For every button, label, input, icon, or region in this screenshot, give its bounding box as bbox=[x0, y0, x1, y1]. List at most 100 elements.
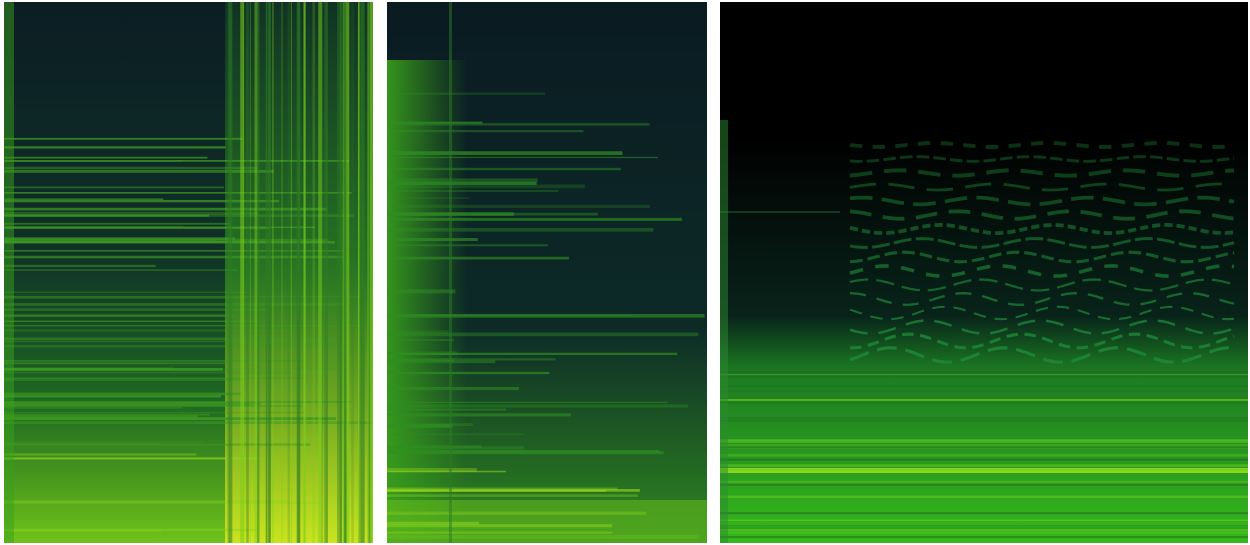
spectrogram-3 bbox=[720, 2, 1248, 543]
texture bbox=[387, 446, 524, 449]
texture bbox=[387, 404, 688, 407]
spectrogram-1 bbox=[4, 2, 373, 543]
texture bbox=[243, 2, 244, 543]
spectrogram-2 bbox=[387, 2, 707, 543]
texture bbox=[4, 414, 210, 416]
texture bbox=[4, 393, 242, 396]
texture bbox=[387, 358, 556, 360]
texture bbox=[387, 360, 495, 363]
texture bbox=[4, 338, 336, 341]
texture bbox=[387, 244, 548, 246]
texture bbox=[387, 205, 650, 208]
texture bbox=[387, 228, 653, 232]
texture bbox=[387, 500, 707, 543]
texture bbox=[4, 138, 243, 140]
texture bbox=[4, 395, 221, 397]
texture bbox=[4, 186, 224, 188]
texture bbox=[720, 527, 1248, 529]
texture bbox=[351, 2, 353, 543]
texture bbox=[387, 402, 668, 403]
texture bbox=[272, 2, 273, 543]
texture bbox=[4, 198, 163, 200]
texture bbox=[304, 2, 305, 543]
texture bbox=[4, 368, 223, 371]
texture bbox=[387, 353, 677, 355]
texture bbox=[720, 420, 1248, 422]
texture bbox=[4, 170, 273, 173]
texture bbox=[387, 168, 621, 170]
texture bbox=[387, 372, 549, 374]
texture bbox=[720, 512, 1248, 514]
texture bbox=[4, 325, 364, 326]
texture bbox=[4, 441, 204, 442]
texture bbox=[4, 415, 198, 418]
texture bbox=[720, 496, 1248, 498]
texture bbox=[4, 530, 161, 532]
spectrogram-panels bbox=[0, 0, 1250, 545]
texture bbox=[720, 439, 1248, 441]
texture bbox=[387, 213, 598, 216]
texture bbox=[720, 211, 840, 213]
texture bbox=[720, 459, 1248, 460]
texture bbox=[449, 2, 452, 543]
texture bbox=[257, 2, 259, 543]
texture bbox=[720, 372, 1248, 375]
texture bbox=[720, 481, 1248, 484]
texture bbox=[720, 397, 1248, 398]
texture bbox=[4, 241, 335, 243]
texture bbox=[720, 375, 1248, 378]
texture bbox=[4, 362, 230, 364]
texture bbox=[387, 93, 545, 95]
texture bbox=[4, 200, 279, 202]
texture bbox=[4, 453, 196, 455]
texture bbox=[4, 292, 249, 293]
texture bbox=[4, 214, 354, 217]
texture bbox=[387, 413, 571, 416]
texture bbox=[720, 417, 1248, 420]
texture bbox=[229, 2, 233, 543]
texture bbox=[297, 2, 299, 543]
texture bbox=[367, 2, 368, 543]
texture bbox=[387, 434, 524, 435]
texture bbox=[387, 489, 640, 492]
texture bbox=[281, 2, 283, 543]
texture bbox=[288, 2, 290, 543]
texture bbox=[321, 2, 323, 543]
texture bbox=[387, 178, 538, 182]
texture bbox=[387, 333, 698, 337]
texture bbox=[4, 501, 288, 502]
texture bbox=[387, 198, 469, 199]
texture bbox=[4, 407, 183, 409]
texture bbox=[720, 448, 1248, 449]
texture bbox=[227, 2, 229, 543]
texture bbox=[370, 2, 373, 543]
texture bbox=[720, 532, 1248, 534]
texture bbox=[720, 520, 1248, 521]
texture bbox=[720, 444, 1248, 446]
texture bbox=[720, 469, 1248, 472]
texture bbox=[4, 321, 259, 322]
texture bbox=[312, 2, 315, 543]
texture bbox=[387, 387, 519, 390]
texture bbox=[4, 378, 242, 381]
texture bbox=[4, 421, 372, 424]
texture bbox=[387, 157, 658, 158]
texture bbox=[720, 529, 1248, 532]
texture bbox=[387, 238, 478, 241]
texture bbox=[387, 424, 452, 428]
panel-background bbox=[720, 2, 1248, 543]
texture bbox=[4, 250, 343, 251]
texture bbox=[720, 396, 1248, 397]
texture bbox=[4, 2, 14, 543]
texture bbox=[387, 314, 704, 318]
texture bbox=[720, 464, 1248, 466]
texture bbox=[4, 212, 258, 215]
texture bbox=[4, 360, 306, 361]
texture bbox=[291, 2, 292, 543]
texture bbox=[246, 2, 249, 543]
texture bbox=[720, 120, 728, 543]
texture bbox=[4, 443, 161, 444]
texture bbox=[4, 223, 230, 225]
texture bbox=[387, 130, 583, 132]
texture bbox=[241, 2, 243, 543]
